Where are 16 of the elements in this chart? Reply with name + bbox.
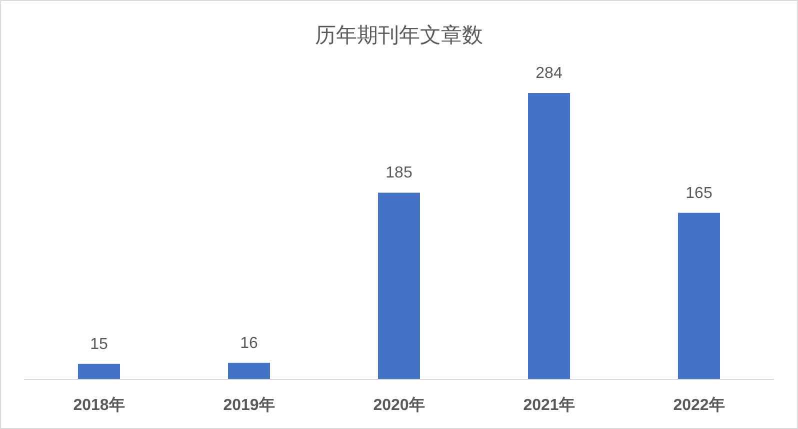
bar: [228, 362, 270, 379]
bar: [78, 364, 120, 379]
data-label: 16: [240, 334, 258, 352]
bar: [378, 192, 420, 379]
data-label: 165: [686, 184, 712, 202]
x-tick-label: 2021年: [523, 396, 575, 414]
bar: [678, 212, 720, 379]
x-tick-label: 2022年: [673, 396, 725, 414]
chart-title: 历年期刊年文章数: [315, 24, 483, 47]
x-tick-label: 2019年: [223, 396, 275, 414]
x-tick-label: 2018年: [73, 396, 125, 414]
data-label: 284: [536, 65, 562, 82]
x-tick-label: 2020年: [373, 396, 425, 414]
bar: [528, 93, 570, 379]
data-label: 15: [90, 336, 108, 353]
data-label: 185: [386, 164, 412, 182]
